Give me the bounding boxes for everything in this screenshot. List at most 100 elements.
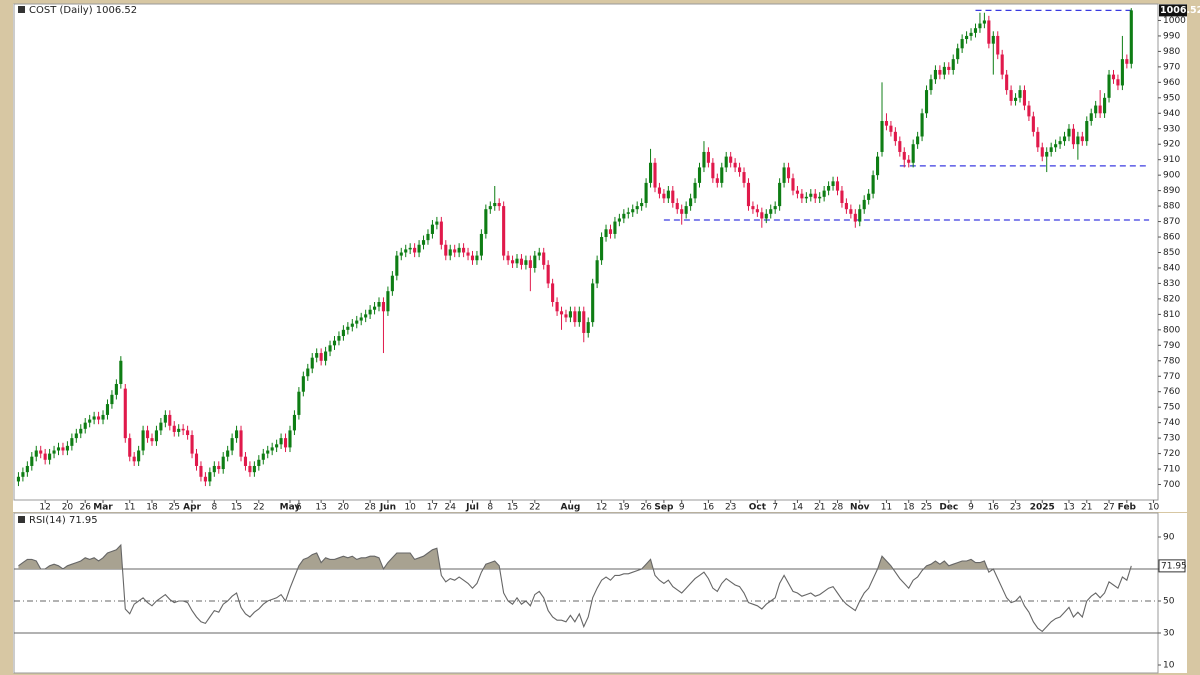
candle-body (444, 244, 448, 256)
x-tick-label: Oct (749, 503, 767, 513)
candle-body (346, 326, 350, 330)
candle-body (591, 283, 595, 323)
candle-body (1036, 131, 1040, 148)
candle-body (230, 438, 234, 451)
x-tick-label: 20 (62, 503, 74, 513)
x-tick-label: May (280, 503, 301, 513)
candle-body (132, 456, 136, 462)
candle-body (844, 203, 848, 210)
candle-body (479, 233, 483, 256)
candle-body (1111, 74, 1116, 80)
x-tick-label: 24 (445, 503, 457, 513)
candle-body (70, 438, 74, 446)
candle-body (884, 121, 889, 126)
x-tick-label: 28 (832, 503, 844, 513)
candle-body (34, 450, 38, 457)
candle-body (408, 247, 412, 250)
x-tick-label: 17 (427, 503, 438, 513)
candle-body (742, 172, 746, 183)
candle-body (145, 430, 150, 439)
chart-title: COST (Daily) 1006.52 (29, 5, 137, 16)
candle-body (822, 190, 826, 197)
rsi-frame (13, 512, 1159, 674)
candle-body (729, 156, 733, 163)
candle-body (364, 314, 368, 318)
candle-body (119, 360, 123, 384)
y-tick-label: 940 (1163, 109, 1180, 119)
x-tick-label: 12 (39, 503, 50, 513)
x-tick-label: 16 (988, 503, 1000, 513)
candle-body (1062, 136, 1067, 142)
x-tick-label: 11 (124, 503, 135, 513)
candle-body (141, 430, 145, 451)
candle-body (969, 32, 973, 36)
candle-body (97, 416, 101, 420)
candle-body (83, 422, 87, 429)
candle-body (292, 414, 296, 431)
y-tick-label: 990 (1163, 31, 1180, 41)
candle-body (1027, 105, 1031, 117)
x-tick-label: Jul (465, 503, 479, 513)
candle-body (689, 198, 693, 207)
candle-body (510, 260, 515, 264)
candle-body (786, 167, 791, 179)
candle-body (760, 212, 764, 219)
candle-body (462, 247, 466, 253)
y-tick-label: 970 (1163, 62, 1180, 72)
y-tick-label: 30 (1163, 629, 1175, 639)
candle-body (110, 394, 114, 405)
candle-body (123, 388, 127, 439)
candle-body (439, 221, 443, 245)
y-tick-label: 800 (1163, 325, 1180, 335)
candle-body (1085, 121, 1089, 142)
candle-body (310, 357, 314, 369)
candle-body (724, 156, 728, 168)
rsi-panel (13, 513, 1187, 673)
candle-body (421, 240, 426, 245)
candle-body (675, 203, 679, 210)
candle-body (889, 125, 893, 132)
candle-body (257, 459, 261, 466)
y-tick-label: 860 (1163, 233, 1180, 243)
candle-body (871, 175, 875, 194)
candle-body (248, 465, 252, 473)
y-tick-label: 820 (1163, 294, 1180, 304)
candle-body (373, 306, 377, 310)
candle-body (190, 435, 194, 454)
candle-body (137, 450, 141, 462)
candle-body (359, 317, 363, 321)
last-rsi-box (1158, 559, 1186, 573)
x-tick-label: 20 (338, 503, 350, 513)
candle-body (457, 247, 461, 253)
candle-body (319, 353, 323, 361)
candle-body (595, 260, 599, 284)
candle-body (648, 162, 653, 183)
candle-body (168, 414, 172, 426)
candle-body (270, 447, 274, 451)
candle-body (399, 252, 403, 256)
candle-body (65, 445, 69, 451)
candle-body (497, 203, 501, 207)
candle-body (426, 233, 430, 241)
y-tick-label: 50 (1163, 597, 1175, 607)
candle-body (377, 302, 381, 307)
rsi-icon (18, 516, 25, 523)
candle-body (800, 193, 804, 199)
candle-body (1129, 10, 1133, 64)
x-tick-label: 10 (404, 503, 416, 513)
candle-body (791, 178, 795, 191)
y-tick-label: 710 (1163, 465, 1180, 475)
x-tick-label: Mar (93, 503, 113, 513)
candle-body (853, 213, 857, 222)
candle-body (1120, 59, 1124, 86)
x-tick-label: 12 (596, 503, 607, 513)
candle-body (1080, 136, 1084, 142)
candle-body (671, 190, 675, 203)
x-tick-label: 27 (1103, 503, 1114, 513)
candle-body (1058, 141, 1062, 145)
candle-body (177, 428, 181, 432)
x-tick-label: 19 (618, 503, 630, 513)
candle-body (706, 151, 710, 163)
candle-body (266, 450, 270, 454)
x-tick-label: 25 (921, 503, 932, 513)
